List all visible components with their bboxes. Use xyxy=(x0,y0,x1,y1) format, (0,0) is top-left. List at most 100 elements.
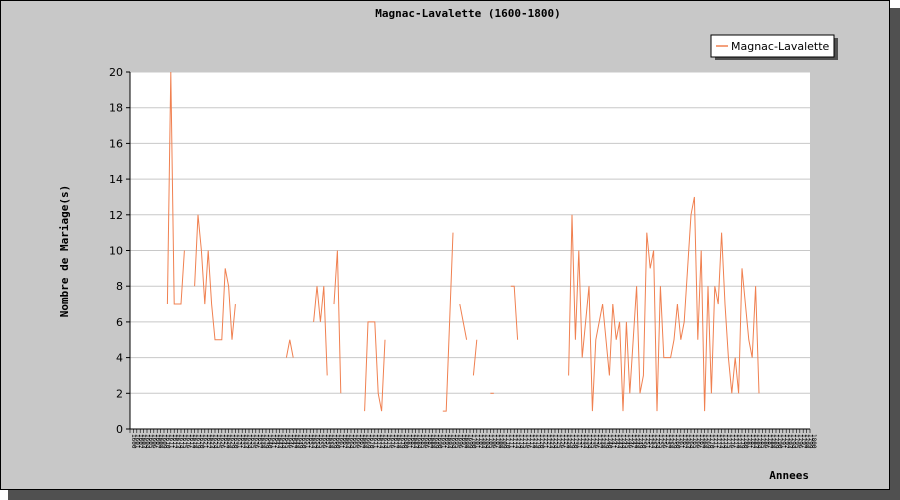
x-tick-label: 1782 xyxy=(749,434,756,449)
x-tick-label: 1678 xyxy=(395,434,402,449)
y-tick-label: 8 xyxy=(116,280,123,293)
x-tick-label: 1794 xyxy=(790,434,797,449)
x-tick-label: 1737 xyxy=(596,434,603,449)
x-tick-label: 1749 xyxy=(637,434,644,449)
x-tick-label: 1747 xyxy=(630,434,637,449)
x-tick-label: 1790 xyxy=(776,434,783,449)
x-tick-label: 1632 xyxy=(239,434,246,449)
x-tick-label: 1663 xyxy=(344,434,351,449)
x-tick-label: 1629 xyxy=(229,434,236,449)
x-tick-label: 1602 xyxy=(137,434,144,449)
x-tick-label: 1725 xyxy=(555,434,562,449)
y-tick-label: 14 xyxy=(109,173,123,186)
x-tick-label: 1681 xyxy=(405,434,412,449)
x-tick-label: 1710 xyxy=(504,434,511,449)
x-tick-label: 1751 xyxy=(643,434,650,449)
x-tick-label: 1655 xyxy=(317,434,324,449)
x-tick-label: 1711 xyxy=(507,434,514,449)
x-tick-label: 1793 xyxy=(786,434,793,449)
x-tick-label: 1637 xyxy=(256,434,263,449)
x-tick-label: 1752 xyxy=(647,434,654,449)
x-tick-label: 1687 xyxy=(426,434,433,449)
series-line-segment xyxy=(313,286,328,376)
x-tick-label: 1773 xyxy=(718,434,725,449)
x-tick-label: 1641 xyxy=(269,434,276,449)
y-axis-label: Nombre de Mariage(s) xyxy=(58,185,71,317)
x-tick-label: 1638 xyxy=(259,434,266,449)
x-tick-label: 1683 xyxy=(412,434,419,449)
x-tick-label: 1750 xyxy=(640,434,647,449)
x-tick-label: 1698 xyxy=(463,434,470,449)
x-tick-label: 1679 xyxy=(399,434,406,449)
x-tick-label: 1659 xyxy=(331,434,338,449)
x-tick-label: 1741 xyxy=(609,434,616,449)
x-tick-label: 1614 xyxy=(178,434,185,449)
x-tick-label: 1799 xyxy=(807,434,814,449)
x-tick-label: 1719 xyxy=(535,434,542,449)
x-tick-label: 1603 xyxy=(140,434,147,449)
x-tick-label: 1764 xyxy=(688,434,695,449)
x-tick-label: 1755 xyxy=(657,434,664,449)
x-tick-label: 1618 xyxy=(191,434,198,449)
x-tick-label: 1785 xyxy=(759,434,766,449)
legend: Magnac-Lavalette xyxy=(710,34,838,60)
x-tick-label: 1640 xyxy=(266,434,273,449)
y-tick-label: 16 xyxy=(109,137,123,150)
x-tick-label: 1724 xyxy=(552,434,559,449)
x-tick-label: 1705 xyxy=(487,434,494,449)
x-tick-label: 1739 xyxy=(603,434,610,449)
x-tick-label: 1657 xyxy=(324,434,331,449)
series-line-segment xyxy=(364,321,386,412)
x-tick-label: 1716 xyxy=(524,434,531,449)
x-tick-label: 1735 xyxy=(589,434,596,449)
x-tick-label: 1712 xyxy=(511,434,518,449)
x-tick-label: 1742 xyxy=(613,434,620,449)
x-tick-label: 1771 xyxy=(711,434,718,449)
x-tick-label: 1714 xyxy=(518,434,525,449)
x-tick-label: 1673 xyxy=(378,434,385,449)
y-tick-label: 10 xyxy=(109,245,123,258)
x-tick-label: 1667 xyxy=(358,434,365,449)
x-tick-label: 1718 xyxy=(531,434,538,449)
frame-shadow-right xyxy=(890,8,900,500)
x-tick-label: 1621 xyxy=(201,434,208,449)
x-tick-label: 1715 xyxy=(521,434,528,449)
x-tick-label: 1745 xyxy=(623,434,630,449)
x-tick-label: 1734 xyxy=(586,434,593,449)
x-tick-label: 1627 xyxy=(222,434,229,449)
series-line-segment xyxy=(285,339,294,358)
x-tick-label: 1792 xyxy=(783,434,790,449)
x-tick-label: 1731 xyxy=(575,434,582,449)
x-tick-label: 1635 xyxy=(249,434,256,449)
x-tick-label: 1674 xyxy=(382,434,389,449)
x-tick-label: 1691 xyxy=(439,434,446,449)
x-tick-label: 1756 xyxy=(660,434,667,449)
frame-shadow-bottom xyxy=(8,490,900,500)
x-tick-label: 1732 xyxy=(579,434,586,449)
x-tick-label: 1610 xyxy=(164,434,171,449)
x-tick-label: 1662 xyxy=(341,434,348,449)
x-tick-label: 1615 xyxy=(181,434,188,449)
x-tick-label: 1772 xyxy=(715,434,722,449)
x-tick-label: 1622 xyxy=(205,434,212,449)
x-tick-label: 1740 xyxy=(606,434,613,449)
x-tick-label: 1646 xyxy=(286,434,293,449)
y-axis-ticks: 0 2 4 6 8 10 12 14 16 18 20 xyxy=(109,66,130,436)
series-line-segment xyxy=(459,303,468,340)
x-tick-label: 1611 xyxy=(167,434,174,449)
x-tick-label: 1633 xyxy=(242,434,249,449)
x-tick-label: 1706 xyxy=(490,434,497,449)
x-tick-label: 1780 xyxy=(742,434,749,449)
x-tick-label: 1774 xyxy=(722,434,729,449)
x-tick-label: 1728 xyxy=(565,434,572,449)
x-tick-label: 1670 xyxy=(368,434,375,449)
x-tick-label: 1726 xyxy=(558,434,565,449)
x-tick-label: 1643 xyxy=(276,434,283,449)
x-tick-label: 1672 xyxy=(375,434,382,449)
x-tick-label: 1636 xyxy=(252,434,259,449)
x-tick-label: 1647 xyxy=(290,434,297,449)
x-tick-label: 1704 xyxy=(484,434,491,449)
x-tick-label: 1628 xyxy=(225,434,232,449)
x-tick-label: 1784 xyxy=(756,434,763,449)
